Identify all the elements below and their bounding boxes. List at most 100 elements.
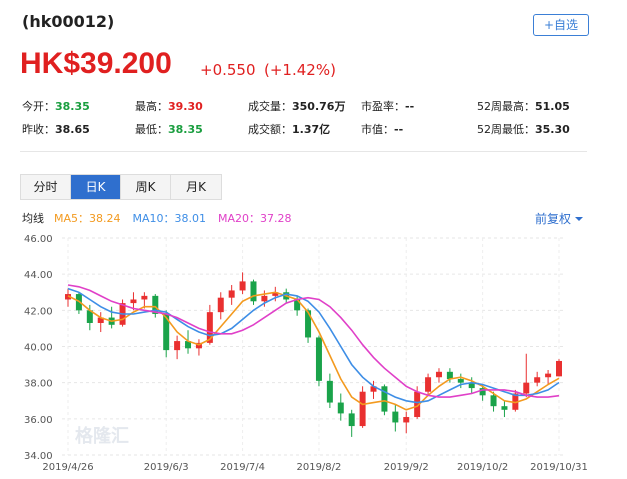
stat: 今开：38.35 <box>22 98 90 114</box>
candle-body <box>141 295 148 300</box>
candle-body <box>174 341 181 351</box>
x-tick-label: 2019/10/2 <box>457 462 508 473</box>
candle-body <box>523 382 530 394</box>
stat: 成交量：350.76万 <box>248 98 345 114</box>
stat-label: 昨收： <box>22 123 55 136</box>
x-tick-label: 2019/7/4 <box>220 462 265 473</box>
candle-body <box>228 290 235 298</box>
stat-label: 52周最低： <box>477 123 535 136</box>
x-tick-label: 2019/6/3 <box>144 462 189 473</box>
legend-entry: MA20：37.28 <box>218 210 292 226</box>
stat-value: 38.35 <box>168 123 203 136</box>
stat: 52周最低：35.30 <box>477 121 570 137</box>
candle-body <box>86 310 93 323</box>
candle-body <box>294 299 301 311</box>
adjust-dropdown[interactable]: 前复权 <box>535 210 583 227</box>
legend-value: 38.01 <box>174 212 207 225</box>
y-tick-label: 40.00 <box>24 343 53 354</box>
stat-label: 最低： <box>135 123 168 136</box>
candle-body <box>425 377 432 392</box>
stat-label: 成交额： <box>248 123 292 136</box>
candle-body <box>468 382 475 389</box>
candle-body <box>359 391 366 427</box>
tab[interactable]: 分时 <box>21 175 71 199</box>
stat-label: 市盈率： <box>361 100 405 113</box>
x-tick-label: 2019/9/2 <box>384 462 429 473</box>
stat-value: 39.30 <box>168 100 203 113</box>
stat-value: 38.65 <box>55 123 90 136</box>
y-tick-label: 44.00 <box>24 270 53 281</box>
candle-body <box>305 310 312 338</box>
stat-label: 市值： <box>361 123 394 136</box>
legend-name: MA20： <box>218 212 261 225</box>
ma-label: 均线 <box>22 212 44 225</box>
candle-body <box>435 371 442 378</box>
candle-body <box>217 297 224 313</box>
candle-body <box>479 388 486 396</box>
tab[interactable]: 周K <box>121 175 171 199</box>
candle-body <box>195 342 202 349</box>
candle-body <box>414 391 421 418</box>
stock-code: (hk00012) <box>22 12 115 31</box>
stat-value: 38.35 <box>55 100 90 113</box>
y-tick-label: 36.00 <box>24 415 53 426</box>
price-change: +0.550 <box>200 61 256 79</box>
candle-body <box>315 337 322 381</box>
x-tick-label: 2019/10/31 <box>530 462 588 473</box>
candle-body <box>370 386 377 392</box>
watchlist-button[interactable]: +自选 <box>533 14 589 36</box>
candle-body <box>534 377 541 383</box>
legend-value: 37.28 <box>260 212 292 225</box>
candle-body <box>163 313 170 351</box>
tab[interactable]: 日K <box>71 175 121 199</box>
stat-label: 今开： <box>22 100 55 113</box>
stat: 52周最高：51.05 <box>477 98 570 114</box>
y-tick-label: 42.00 <box>24 306 53 317</box>
stat-value: 51.05 <box>535 100 570 113</box>
y-tick-label: 38.00 <box>24 379 53 390</box>
ma-line <box>67 287 560 404</box>
stat: 昨收：38.65 <box>22 121 90 137</box>
candle-body <box>152 295 159 314</box>
stat: 市值：-- <box>361 121 403 137</box>
x-tick-label: 2019/8/2 <box>296 462 341 473</box>
legend-value: 38.24 <box>89 212 121 225</box>
stat-label: 成交量： <box>248 100 292 113</box>
legend-name: MA5： <box>54 212 90 225</box>
candle-body <box>250 281 257 302</box>
legend-entry: MA5：38.24 <box>54 210 121 226</box>
candle-body <box>392 411 399 423</box>
stat: 成交额：1.37亿 <box>248 121 330 137</box>
stat-value: 35.30 <box>535 123 570 136</box>
stat-label: 最高： <box>135 100 168 113</box>
legend-entry: MA10：38.01 <box>133 210 207 226</box>
candle-body <box>381 386 388 412</box>
candle-body <box>239 281 246 291</box>
candle-body <box>206 312 213 343</box>
candle-body <box>261 295 268 302</box>
candle-body <box>501 406 508 410</box>
candle-body <box>556 360 562 377</box>
tabs: 分时 日K 周K 月K <box>20 174 222 200</box>
y-tick-label: 46.00 <box>24 234 53 245</box>
stat: 最低：38.35 <box>135 121 203 137</box>
stat: 最高：39.30 <box>135 98 203 114</box>
ma-line <box>67 284 560 398</box>
candle-body <box>348 413 355 427</box>
price: HK$39.200 <box>20 47 172 80</box>
stat-value: -- <box>394 123 404 136</box>
stat-label: 52周最高： <box>477 100 535 113</box>
candle-body <box>457 379 464 383</box>
legend-name: MA10： <box>132 212 175 225</box>
watermark: 格隆汇 <box>75 425 129 447</box>
candle-body <box>337 402 344 414</box>
candle-body <box>272 292 279 296</box>
candle-body <box>545 373 552 378</box>
candle-body <box>130 299 137 304</box>
y-tick-label: 34.00 <box>24 451 53 462</box>
tab[interactable]: 月K <box>186 180 206 194</box>
price-change-pct: (+1.42%) <box>264 61 336 79</box>
candle-body <box>446 371 453 380</box>
